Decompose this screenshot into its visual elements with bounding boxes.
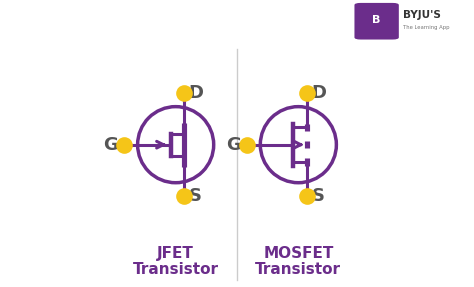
Point — [303, 91, 311, 96]
Text: Transistor: Transistor — [133, 262, 219, 277]
Point — [243, 142, 251, 147]
Text: S: S — [189, 187, 201, 205]
Text: MOSFET: MOSFET — [263, 246, 334, 261]
Text: B: B — [373, 15, 381, 25]
Point — [181, 194, 188, 199]
Point — [181, 91, 188, 96]
Text: D: D — [189, 84, 204, 102]
Point — [303, 194, 311, 199]
FancyBboxPatch shape — [355, 3, 399, 40]
Text: TYPES OF FIELD EFFECT TRANSISTORS: TYPES OF FIELD EFFECT TRANSISTORS — [9, 13, 340, 28]
Text: The Learning App: The Learning App — [402, 25, 449, 30]
Text: JFET: JFET — [157, 246, 194, 261]
Text: G: G — [103, 136, 118, 154]
Text: BYJU'S: BYJU'S — [402, 9, 440, 20]
Text: G: G — [226, 136, 241, 154]
Text: Transistor: Transistor — [255, 262, 341, 277]
Point — [120, 142, 128, 147]
Text: D: D — [311, 84, 327, 102]
Text: S: S — [311, 187, 324, 205]
